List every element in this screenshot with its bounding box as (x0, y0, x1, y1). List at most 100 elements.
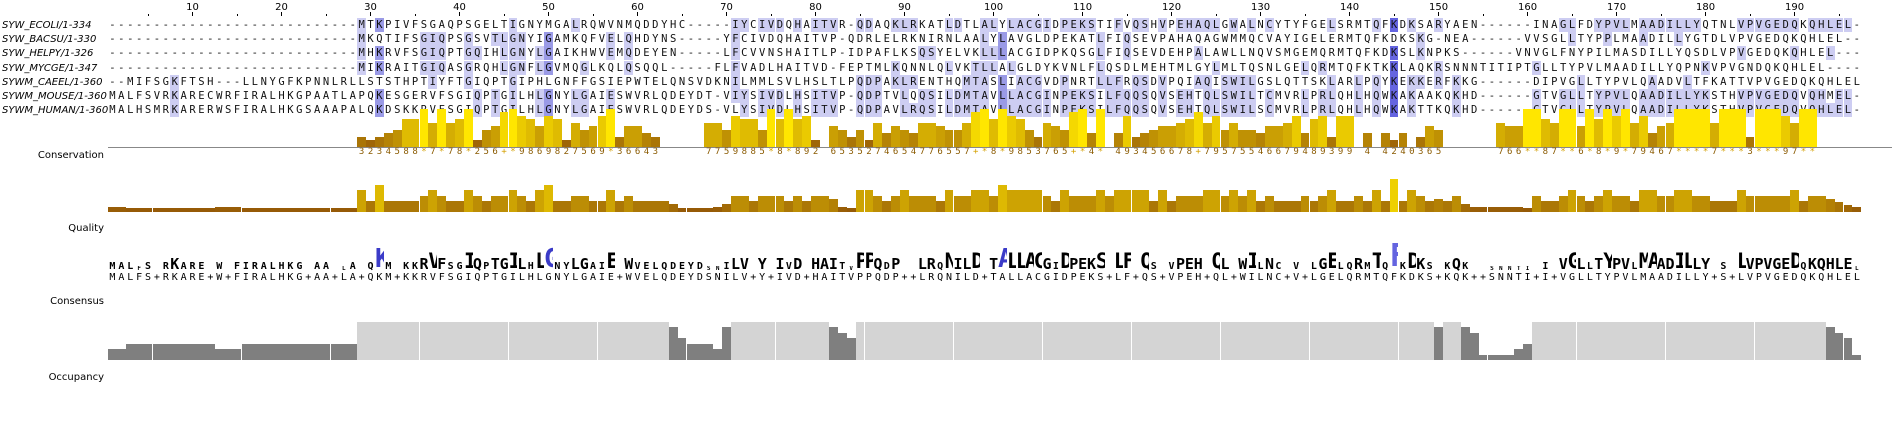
residue-cell[interactable]: L (1674, 32, 1684, 47)
residue-cell[interactable]: P (1745, 103, 1755, 118)
residue-cell[interactable]: G (1301, 33, 1309, 46)
residue-cell[interactable]: Q (1790, 46, 1799, 61)
residue-cell[interactable]: L (1621, 18, 1630, 32)
residue-cell[interactable]: - (1479, 19, 1487, 31)
residue-cell[interactable]: V (634, 90, 641, 102)
residue-cell[interactable]: V (1800, 90, 1807, 102)
residue-cell[interactable]: Y (999, 19, 1006, 31)
residue-cell[interactable]: I (757, 89, 767, 103)
residue-cell[interactable]: - (1470, 33, 1478, 46)
residue-cell[interactable]: H (1364, 104, 1371, 117)
residue-cell[interactable]: V (1612, 18, 1621, 32)
residue-cell[interactable]: Q (1675, 61, 1682, 74)
residue-cell[interactable]: L (1034, 33, 1042, 46)
residue-cell[interactable]: Q (1284, 75, 1291, 88)
residue-cell[interactable]: T (883, 90, 890, 102)
residue-cell[interactable]: T (1257, 90, 1264, 102)
residue-cell[interactable]: K (891, 18, 901, 32)
residue-cell[interactable]: M (357, 18, 367, 32)
residue-cell[interactable]: T (1373, 61, 1380, 74)
residue-cell[interactable]: D (1656, 18, 1666, 32)
residue-cell[interactable]: D (953, 18, 963, 32)
residue-cell[interactable]: I (1097, 90, 1104, 102)
residue-cell[interactable]: S (616, 90, 623, 102)
residue-cell[interactable]: Y (527, 47, 534, 60)
residue-cell[interactable]: A (1462, 33, 1469, 46)
residue-cell[interactable]: Q (1371, 74, 1381, 89)
residue-cell[interactable]: R (207, 104, 214, 117)
residue-cell[interactable]: A (589, 104, 597, 117)
residue-cell[interactable]: L (1132, 61, 1140, 74)
residue-cell[interactable]: T (971, 103, 981, 118)
residue-cell[interactable]: F (1088, 61, 1095, 74)
residue-cell[interactable]: R (936, 33, 944, 46)
residue-cell[interactable]: G (544, 103, 553, 118)
residue-cell[interactable]: - (180, 33, 187, 46)
residue-cell[interactable]: Q (367, 104, 374, 117)
residue-cell[interactable]: L (1576, 74, 1586, 89)
residue-cell[interactable]: H (527, 104, 534, 117)
residue-cell[interactable]: - (714, 47, 721, 60)
residue-cell[interactable]: - (180, 19, 187, 31)
residue-cell[interactable]: - (714, 104, 721, 117)
residue-cell[interactable]: G (296, 104, 303, 117)
residue-cell[interactable]: - (340, 19, 347, 31)
residue-cell[interactable]: G (508, 74, 518, 89)
residue-cell[interactable]: Y (687, 104, 695, 117)
residue-cell[interactable]: P (527, 75, 534, 88)
residue-cell[interactable]: A (963, 33, 970, 46)
residue-cell[interactable]: A (322, 90, 330, 102)
residue-cell[interactable]: - (1488, 47, 1496, 60)
residue-cell[interactable]: L (1203, 47, 1211, 60)
residue-cell[interactable]: A (1015, 74, 1025, 89)
residue-cell[interactable]: L (1818, 61, 1825, 74)
residue-cell[interactable]: Q (1248, 61, 1255, 74)
residue-cell[interactable]: I (811, 89, 820, 103)
residue-cell[interactable]: S (1132, 47, 1140, 60)
residue-cell[interactable]: - (296, 61, 303, 74)
residue-cell[interactable]: Q (1417, 61, 1424, 74)
residue-cell[interactable]: - (118, 19, 125, 31)
residue-cell[interactable]: A (118, 90, 125, 102)
residue-cell[interactable]: Y (739, 103, 749, 118)
residue-cell[interactable]: D (1399, 19, 1407, 31)
residue-cell[interactable]: - (198, 47, 205, 60)
residue-cell[interactable]: L (1729, 19, 1736, 31)
residue-cell[interactable]: K (963, 61, 970, 74)
residue-cell[interactable]: L (269, 90, 276, 102)
residue-cell[interactable]: A (1193, 18, 1203, 32)
residue-cell[interactable]: L (1825, 103, 1835, 118)
residue-cell[interactable]: T (820, 18, 829, 32)
residue-cell[interactable]: K (901, 47, 908, 60)
residue-cell[interactable]: L (1853, 75, 1860, 88)
residue-cell[interactable]: A (1015, 89, 1025, 103)
residue-cell[interactable]: L (928, 61, 935, 74)
residue-cell[interactable]: L (980, 32, 990, 47)
residue-cell[interactable]: N (554, 104, 561, 117)
residue-cell[interactable]: L (518, 104, 525, 117)
residue-cell[interactable]: L (1275, 61, 1282, 74)
residue-cell[interactable]: K (1070, 33, 1077, 46)
residue-cell[interactable]: A (980, 89, 990, 103)
residue-cell[interactable]: F (1559, 47, 1567, 60)
residue-cell[interactable]: D (669, 104, 677, 117)
residue-cell[interactable]: D (652, 19, 659, 31)
residue-cell[interactable]: A (1720, 75, 1727, 88)
residue-cell[interactable]: F (1373, 33, 1380, 46)
residue-cell[interactable]: - (340, 61, 347, 74)
residue-cell[interactable]: D (1123, 61, 1131, 74)
residue-cell[interactable]: P (865, 47, 873, 60)
residue-cell[interactable]: D (864, 74, 874, 89)
residue-cell[interactable]: - (224, 19, 232, 31)
residue-cell[interactable]: - (198, 61, 205, 74)
residue-cell[interactable]: H (491, 61, 499, 74)
sequence-row[interactable]: MALHSMRKARERWSFIRALHKGSAAAPALQKDSKKRVFSG… (108, 103, 1861, 118)
residue-cell[interactable]: I (803, 33, 810, 46)
residue-cell[interactable]: R (1328, 47, 1335, 60)
residue-cell[interactable]: P (340, 104, 347, 117)
residue-cell[interactable]: E (616, 75, 623, 88)
residue-cell[interactable]: - (127, 61, 134, 74)
residue-cell[interactable]: I (474, 75, 481, 88)
residue-cell[interactable]: K (1389, 60, 1399, 75)
